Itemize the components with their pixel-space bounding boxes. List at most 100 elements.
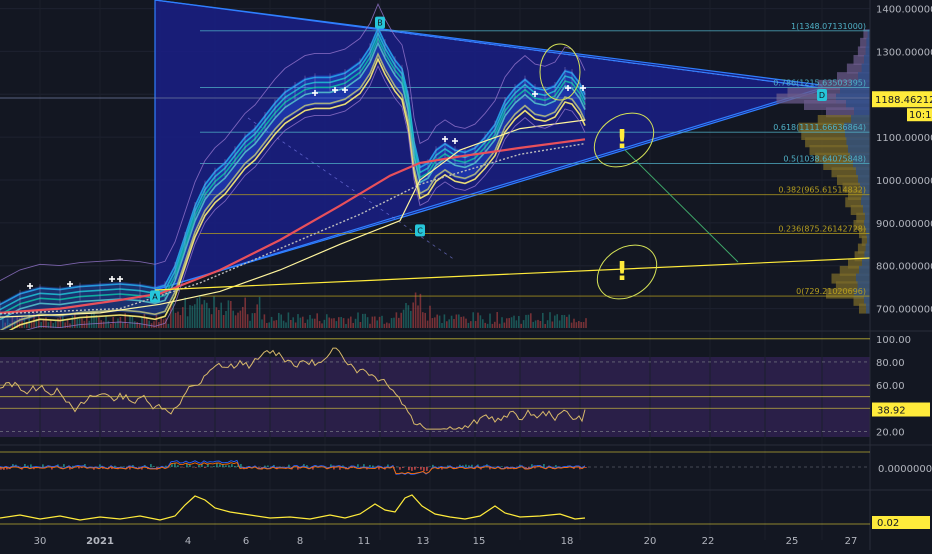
volume-bar xyxy=(333,318,335,328)
volume-bar xyxy=(261,319,263,328)
volume-bar xyxy=(312,319,314,328)
volume-bar xyxy=(451,316,453,328)
macd-histogram-bar xyxy=(465,465,467,467)
volume-bar xyxy=(31,323,33,328)
rsi-tick-label: 60.00 xyxy=(876,381,905,392)
volume-bar xyxy=(384,324,386,328)
volume-bar xyxy=(396,312,398,328)
volume-bar xyxy=(201,304,203,328)
volume-bar xyxy=(571,323,573,328)
volume-bar xyxy=(204,300,206,328)
volume-bar xyxy=(136,322,138,328)
macd-histogram-bar xyxy=(402,467,404,468)
macd-histogram-bar xyxy=(42,464,44,467)
volume-bar xyxy=(494,322,496,328)
volume-bar xyxy=(340,317,342,328)
macd-histogram-bar xyxy=(63,464,65,467)
volume-bar xyxy=(187,316,189,328)
volume-bar xyxy=(530,313,532,328)
volume-bar xyxy=(292,317,294,328)
volume-bar xyxy=(523,320,525,328)
volume-bar xyxy=(453,319,455,328)
volume-bar xyxy=(276,320,278,328)
macd-histogram-bar xyxy=(204,467,206,468)
volume-bar xyxy=(554,316,556,328)
volume-bar xyxy=(537,320,539,328)
macd-histogram-bar xyxy=(417,467,419,468)
volume-bar xyxy=(81,319,83,328)
volume-bar xyxy=(196,298,198,328)
macd-histogram-bar xyxy=(234,466,236,467)
volume-bar xyxy=(561,315,563,328)
macd-histogram-bar xyxy=(123,466,125,467)
macd-histogram-bar xyxy=(408,467,410,470)
volume-bar xyxy=(259,297,261,328)
volume-bar xyxy=(100,320,102,328)
volume-bar xyxy=(324,320,326,328)
volume-bar xyxy=(182,307,184,328)
volume-bar xyxy=(321,323,323,328)
volume-bar xyxy=(213,297,215,328)
volume-bar xyxy=(235,315,237,328)
volume-bar xyxy=(549,312,551,328)
volume-profile-bar-inner xyxy=(864,55,870,65)
volume-bar xyxy=(492,324,494,328)
fib-label: 0(729.21020696) xyxy=(796,287,866,296)
volume-bar xyxy=(199,296,201,328)
volume-bar xyxy=(230,301,232,328)
time-tick-label: 2021 xyxy=(86,536,114,547)
macd-histogram-bar xyxy=(423,467,425,471)
macd-histogram-bar xyxy=(153,466,155,467)
volume-bar xyxy=(314,319,316,328)
fib-label: 0.382(965.61514832) xyxy=(778,186,866,195)
volume-bar xyxy=(398,318,400,328)
volume-bar xyxy=(98,317,100,328)
current-price-label: 1188.46212702 xyxy=(875,95,932,106)
volume-bar xyxy=(350,317,352,328)
macd-histogram-bar xyxy=(114,466,116,467)
volume-bar xyxy=(422,312,424,328)
volume-bar xyxy=(556,314,558,328)
volume-bar xyxy=(108,321,110,328)
macd-histogram-bar xyxy=(258,467,260,468)
volume-bar xyxy=(168,324,170,328)
volume-bar xyxy=(400,313,402,328)
macd-histogram-bar xyxy=(171,464,173,467)
volume-bar xyxy=(244,298,246,328)
volume-bar xyxy=(60,317,62,328)
volume-bar xyxy=(504,323,506,328)
volume-bar xyxy=(295,323,297,328)
macd-histogram-bar xyxy=(189,465,191,467)
time-tick-label: 4 xyxy=(185,536,191,547)
volume-bar xyxy=(564,315,566,328)
volume-bar xyxy=(367,317,369,328)
volume-bar xyxy=(482,319,484,328)
volume-bar xyxy=(360,322,362,328)
volume-bar xyxy=(376,320,378,328)
volume-bar xyxy=(381,316,383,328)
volume-bar xyxy=(518,316,520,328)
volume-bar xyxy=(487,324,489,328)
macd-histogram-bar xyxy=(213,466,215,467)
macd-histogram-bar xyxy=(231,464,233,467)
volume-bar xyxy=(326,314,328,328)
volume-bar xyxy=(285,322,287,328)
volume-bar xyxy=(424,313,426,328)
volume-bar xyxy=(184,298,186,328)
macd-histogram-bar xyxy=(525,467,527,468)
volume-bar xyxy=(300,318,302,328)
volume-bar xyxy=(218,310,220,328)
volume-bar xyxy=(290,320,292,328)
volume-bar xyxy=(232,311,234,328)
volume-bar xyxy=(336,321,338,328)
volume-bar xyxy=(573,319,575,328)
macd-histogram-bar xyxy=(501,466,503,467)
volume-bar xyxy=(465,319,467,328)
volume-profile-bar-inner xyxy=(862,64,870,74)
